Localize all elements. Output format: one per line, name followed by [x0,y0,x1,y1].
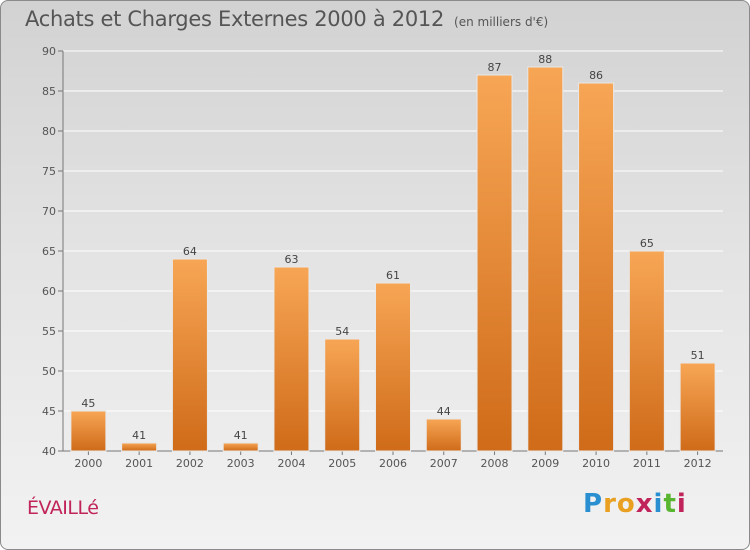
x-tick-label-2006: 2006 [379,457,407,470]
bar-2004 [273,266,310,452]
value-label-2009: 88 [538,53,552,66]
labels: 45 41 64 41 63 54 61 44 87 88 86 65 51 [81,53,704,442]
y-tick-label: 80 [42,125,56,138]
x-tick-label-2011: 2011 [633,457,661,470]
logo-letter: t [663,489,677,519]
value-label-2007: 44 [437,405,451,418]
y-tick-label: 55 [42,325,56,338]
value-label-2010: 86 [589,69,603,82]
logo-letter: r [603,489,617,519]
x-tick-label-2001: 2001 [125,457,153,470]
bar-2003 [222,442,259,452]
x-tick-label-2008: 2008 [481,457,509,470]
bars [70,66,716,452]
logo-letter: P [583,489,604,519]
y-tick-label: 40 [42,445,56,458]
y-tick-label: 75 [42,165,56,178]
x-tick-label-2012: 2012 [684,457,712,470]
bar-2006 [375,282,411,452]
y-tick-label: 45 [42,405,56,418]
value-label-2011: 65 [640,237,654,250]
logo-letter: i [653,489,664,519]
value-label-2000: 45 [81,397,95,410]
value-label-2002: 64 [183,245,197,258]
y-tick-label: 85 [42,85,56,98]
x-tick-label-2010: 2010 [582,457,610,470]
x-tick-label-2007: 2007 [430,457,458,470]
x-tick-label-2005: 2005 [328,457,356,470]
y-tick-label: 60 [42,285,56,298]
chart-title-text: Achats et Charges Externes 2000 à 2012 [25,7,445,31]
value-label-2005: 54 [335,325,349,338]
proxiti-logo[interactable]: Proxiti [583,489,687,519]
commune-name: ÉVAILLé [27,497,99,519]
logo-letter: x [635,489,654,519]
bar-2011 [628,250,665,452]
bar-2000 [70,410,107,452]
value-label-2003: 41 [234,429,248,442]
bar-2012 [679,362,716,452]
x-tick-label-2003: 2003 [227,457,255,470]
chart-unit: (en milliers d'€) [454,15,549,29]
y-tick-label: 65 [42,245,56,258]
bar-2009 [527,66,564,452]
bar-2001 [121,442,158,452]
bar-2007 [425,418,462,452]
logo-letter: i [676,489,687,519]
y-tick-label: 70 [42,205,56,218]
x-tick-label-2002: 2002 [176,457,204,470]
y-tick-label: 90 [42,45,56,58]
bar-2005 [324,338,361,452]
bar-2010 [578,82,615,452]
value-label-2001: 41 [132,429,146,442]
chart-title: Achats et Charges Externes 2000 à 2012 (e… [25,7,548,31]
value-label-2004: 63 [284,253,298,266]
x-tick-label-2009: 2009 [531,457,559,470]
value-label-2008: 87 [488,61,502,74]
x-tick-label-2004: 2004 [277,457,305,470]
value-label-2006: 61 [386,269,400,282]
y-tick-label: 50 [42,365,56,378]
bar-2002 [171,258,208,452]
bar-2008 [476,74,513,452]
logo-letter: o [616,489,636,519]
x-tick-label-2000: 2000 [74,457,102,470]
value-label-2012: 51 [691,349,705,362]
